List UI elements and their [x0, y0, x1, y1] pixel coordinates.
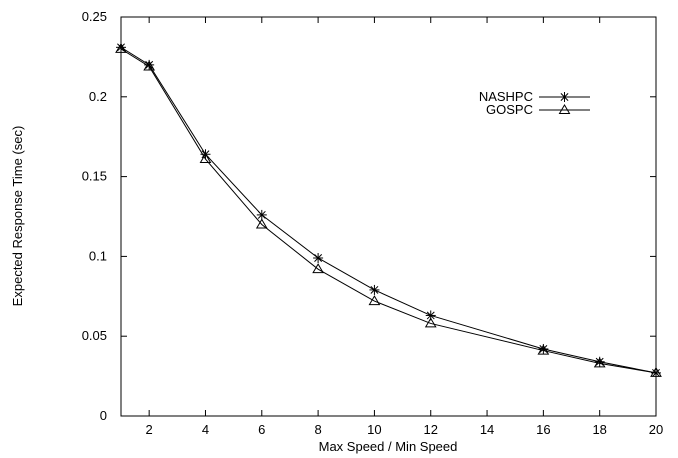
tick-labels: 2 4 6 8 10 12 14 16 18 20 0 0.05 0.1 0.15 0.2 0.25: [82, 9, 664, 437]
data-point-nashpc: [369, 284, 380, 295]
data-point-gospc: [368, 295, 381, 306]
x-tick-label: 10: [367, 422, 381, 437]
data-point-gospc: [199, 153, 212, 164]
data-point-gospc: [650, 366, 662, 377]
data-point-gospc: [593, 357, 606, 368]
series-lines: [120, 46, 657, 374]
x-tick-label: 2: [146, 422, 153, 437]
data-point-nashpc: [313, 252, 324, 263]
y-tick-label: 0.2: [89, 89, 107, 104]
data-point-gospc: [143, 60, 156, 71]
plot-frame: [120, 16, 657, 417]
y-tick-label: 0: [100, 408, 107, 423]
x-axis-label: Max Speed / Min Speed: [319, 439, 458, 454]
x-tick-label: 6: [258, 422, 265, 437]
data-point-nashpc: [256, 209, 267, 220]
x-tick-label: 8: [314, 422, 321, 437]
series-line-nashpc: [120, 46, 657, 374]
legend-label: NASHPC: [479, 89, 533, 104]
data-point-gospc: [424, 317, 437, 328]
y-tick-label: 0.05: [82, 328, 107, 343]
legend-marker: [559, 92, 570, 102]
series-line-gospc: [120, 48, 657, 374]
x-tick-label: 4: [202, 422, 209, 437]
x-tick-label: 18: [592, 422, 606, 437]
data-point-gospc: [255, 218, 268, 229]
x-tick-label: 20: [649, 422, 663, 437]
axis-ticks: [121, 16, 657, 417]
data-point-nashpc: [538, 343, 549, 354]
x-tick-label: 14: [480, 422, 494, 437]
data-point-gospc: [537, 344, 550, 355]
y-tick-label: 0.15: [82, 169, 107, 184]
data-point-nashpc: [144, 59, 155, 70]
data-point-gospc: [115, 42, 127, 53]
data-point-gospc: [312, 263, 324, 274]
y-tick-label: 0.1: [89, 248, 107, 263]
legend-marker: [558, 104, 571, 114]
x-tick-label: 16: [536, 422, 550, 437]
y-tick-label: 0.25: [82, 9, 107, 24]
y-axis-label: Expected Response Time (sec): [10, 126, 25, 307]
legend-label: GOSPC: [486, 102, 533, 117]
x-tick-label: 12: [424, 422, 438, 437]
series-markers: [115, 42, 662, 378]
